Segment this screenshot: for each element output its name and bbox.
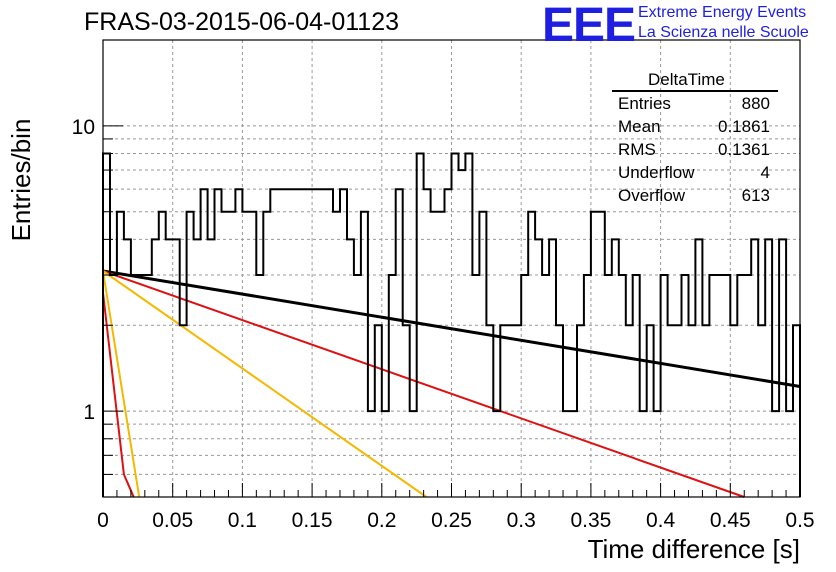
stats-row-entries: Entries 880 bbox=[618, 94, 770, 114]
fit-curve bbox=[102, 292, 135, 498]
x-tick-label: 0.2 bbox=[367, 509, 396, 532]
axis-ticks bbox=[102, 39, 801, 497]
stats-label: Overflow bbox=[618, 186, 686, 205]
y-tick-label: 1 bbox=[83, 401, 95, 424]
stats-label: Underflow bbox=[618, 163, 695, 182]
stats-value: 613 bbox=[741, 186, 770, 205]
fit-curve bbox=[102, 270, 141, 498]
logo-line-1: Extreme Energy Events bbox=[638, 4, 807, 21]
stats-row-mean: Mean 0.1861 bbox=[618, 117, 770, 137]
stats-row-underflow: Underflow 4 bbox=[618, 163, 770, 183]
stats-label: RMS bbox=[618, 140, 656, 159]
stats-value: 880 bbox=[741, 94, 770, 113]
fit-curve bbox=[102, 270, 745, 498]
y-tick-labels: 1 10 bbox=[72, 116, 95, 424]
fit-curve bbox=[102, 269, 801, 388]
x-tick-label: 0.15 bbox=[292, 509, 333, 532]
stats-title: DeltaTime bbox=[648, 70, 725, 89]
y-tick-label: 10 bbox=[72, 116, 95, 139]
x-tick-label: 0.5 bbox=[785, 509, 814, 532]
stats-label: Mean bbox=[618, 117, 661, 136]
x-tick-label: 0.4 bbox=[646, 509, 676, 532]
x-axis-label: Time difference [s] bbox=[588, 534, 800, 564]
x-tick-label: 0.35 bbox=[570, 509, 611, 532]
x-tick-label: 0.25 bbox=[431, 509, 472, 532]
histogram-title: FRAS-03-2015-06-04-01123 bbox=[84, 8, 400, 36]
eee-logo: EEE bbox=[542, 0, 636, 52]
fit-curves bbox=[102, 269, 801, 498]
x-tick-label: 0 bbox=[97, 509, 109, 532]
x-tick-label: 0.45 bbox=[710, 509, 751, 532]
stats-row-rms: RMS 0.1361 bbox=[618, 140, 770, 160]
stats-row-overflow: Overflow 613 bbox=[618, 186, 770, 206]
x-tick-label: 0.3 bbox=[507, 509, 536, 532]
stats-value: 4 bbox=[760, 163, 770, 182]
stats-value: 0.1861 bbox=[718, 117, 770, 136]
stats-label: Entries bbox=[618, 94, 671, 113]
x-tick-label: 0.05 bbox=[152, 509, 193, 532]
logo-line-2: La Scienza nelle Scuole bbox=[638, 24, 809, 41]
histogram-bars bbox=[102, 152, 801, 497]
fit-curve bbox=[102, 270, 427, 498]
y-axis-label: Entries/bin bbox=[6, 119, 36, 242]
x-tick-label: 0.1 bbox=[228, 509, 257, 532]
stats-value: 0.1361 bbox=[718, 140, 770, 159]
x-tick-labels: 0 0.05 0.1 0.15 0.2 0.25 0.3 0.35 0.4 0.45 0.5 bbox=[97, 509, 814, 532]
